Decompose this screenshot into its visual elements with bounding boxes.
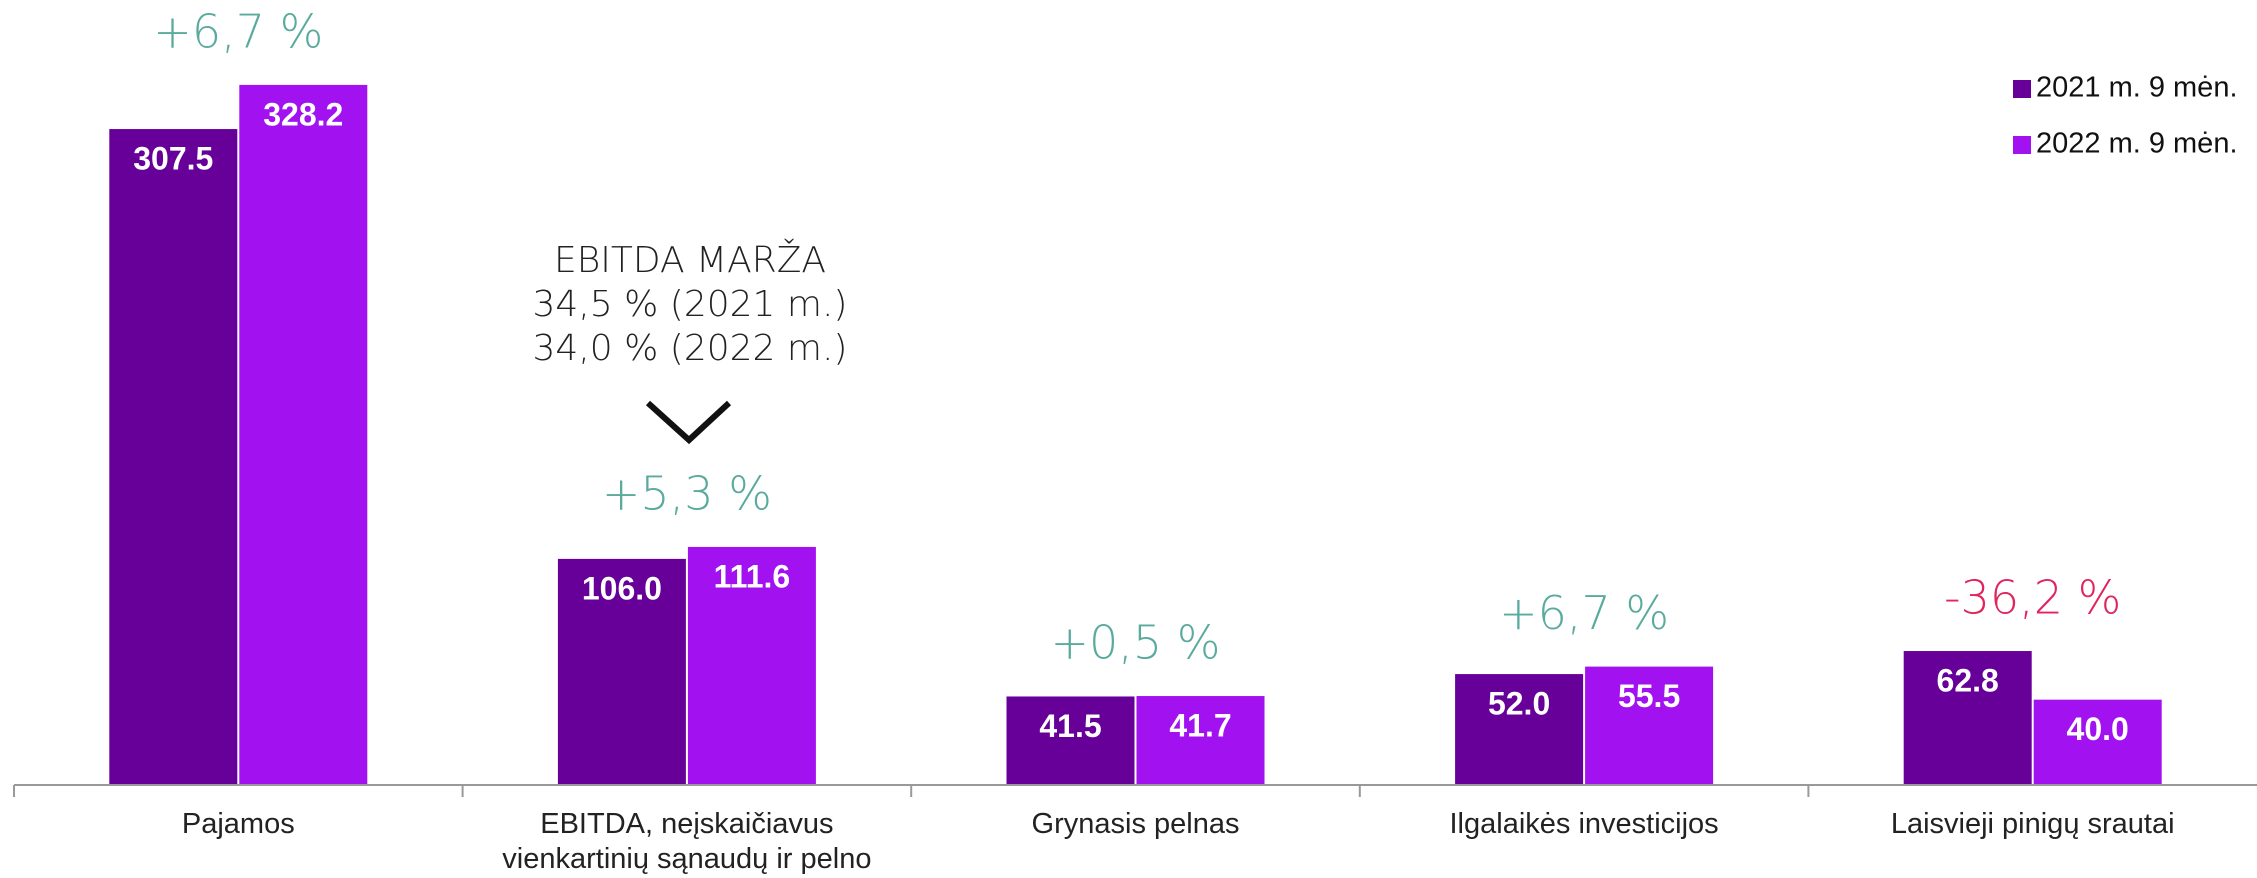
legend-label: 2022 m. 9 mėn. [2036,128,2238,160]
x-tick-label: EBITDA, neįskaičiavus vienkartinių sąnaud… [502,808,871,875]
change-label: +6,7 % [153,4,323,58]
bar [1585,666,1714,785]
x-tick-label: Ilgalaikės investicijos [1450,808,1719,840]
change-label: +0,5 % [1050,616,1220,670]
legend-swatch [2013,136,2031,154]
bar [1136,696,1265,785]
legend-label: 2021 m. 9 mėn. [2036,72,2238,104]
value-label: 328.2 [263,96,343,132]
bar [239,84,368,785]
annotation: EBITDA MARŽA [554,239,826,281]
bar [1903,651,2032,785]
legend-swatch [2013,80,2031,98]
bar [2033,699,2162,785]
bar [109,129,238,785]
value-label: 106.0 [582,570,662,606]
value-label: 41.7 [1169,708,1231,744]
x-tick-label: Grynasis pelnas [1032,808,1240,840]
bar [1006,696,1135,785]
change-label: +5,3 % [602,466,772,520]
x-tick-label: Pajamos [182,808,295,840]
value-label: 41.5 [1039,708,1101,744]
value-label: 111.6 [714,558,791,594]
value-label: 307.5 [133,141,213,177]
value-label: 62.8 [1937,662,1999,698]
value-label: 52.0 [1488,686,1550,722]
bar [557,558,686,785]
x-tick-label: Laisvieji pinigų srautai [1891,808,2175,840]
annotation: 34,0 % (2022 m.) [533,328,848,369]
chevron [645,400,732,445]
change-label: -36,2 % [1944,571,2121,625]
bar [687,546,816,785]
value-label: 55.5 [1618,678,1680,714]
annotation: 34,5 % (2021 m.) [533,284,848,325]
value-label: 40.0 [2067,711,2129,747]
change-label: +6,7 % [1499,586,1669,640]
bar [1455,674,1584,785]
